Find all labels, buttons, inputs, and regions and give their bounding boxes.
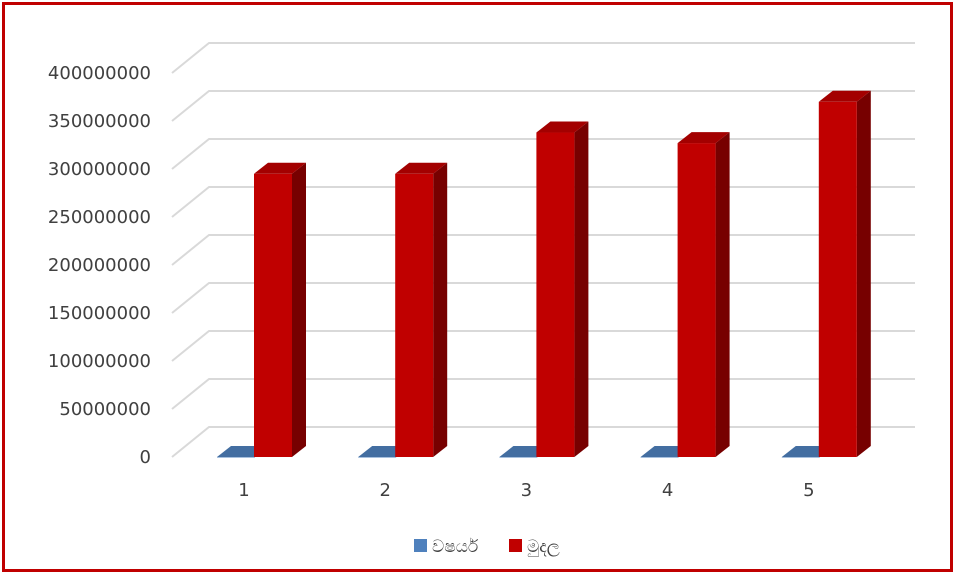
y-tick-label: 200000000	[48, 255, 151, 276]
gridline	[171, 90, 915, 122]
x-tick-label: 2	[379, 480, 390, 501]
bar-front	[536, 132, 575, 457]
x-tick-label: 3	[521, 480, 532, 501]
legend-swatch	[509, 539, 522, 552]
gridline	[171, 42, 915, 74]
gridline	[171, 138, 915, 170]
y-tick-label: 400000000	[48, 63, 151, 84]
bar-front	[640, 456, 679, 458]
y-tick-label: 100000000	[48, 351, 151, 372]
bar-front	[818, 101, 857, 458]
y-axis-labels: 0 50000000 100000000 150000000 200000000 2500…	[48, 63, 151, 468]
bar-side	[574, 121, 589, 458]
bar-top	[395, 162, 448, 174]
bar-front	[395, 173, 434, 458]
legend-label: මුදල	[527, 537, 560, 557]
bar-top	[254, 162, 306, 174]
y-tick-label: 150000000	[48, 303, 151, 324]
x-tick-label: 5	[803, 480, 814, 501]
bar-amount-3	[536, 121, 589, 458]
bar-amount-2	[395, 162, 448, 458]
x-tick-label: 1	[238, 480, 249, 501]
x-tick-label: 4	[662, 480, 673, 501]
legend: වෂර්ය මුදල	[414, 537, 560, 557]
bar-top	[818, 90, 871, 102]
bar-side	[715, 132, 730, 457]
y-tick-label: 300000000	[48, 159, 151, 180]
bar-top	[536, 121, 589, 133]
bar-side	[433, 162, 448, 458]
bar-top	[677, 132, 730, 144]
x-axis-labels: 1 2 3 4 5	[238, 480, 814, 501]
bar-side	[856, 90, 871, 458]
bar-side	[292, 162, 306, 458]
y-tick-label: 0	[140, 447, 151, 468]
bar-amount-4	[677, 132, 730, 457]
bar-amount-5	[818, 90, 871, 458]
y-tick-label: 350000000	[48, 111, 151, 132]
bar-amount-1	[254, 162, 306, 458]
legend-label: වෂර්ය	[432, 537, 479, 557]
legend-swatch	[414, 539, 427, 552]
y-tick-label: 250000000	[48, 207, 151, 228]
bars	[217, 90, 871, 458]
bar-front	[499, 456, 538, 458]
y-tick-label: 50000000	[59, 399, 151, 420]
bar-front	[781, 456, 820, 458]
bar-front	[677, 143, 716, 457]
bar-front	[254, 173, 292, 458]
bar-front	[358, 456, 397, 458]
chart-frame	[2, 2, 953, 572]
bar-front	[217, 456, 255, 458]
